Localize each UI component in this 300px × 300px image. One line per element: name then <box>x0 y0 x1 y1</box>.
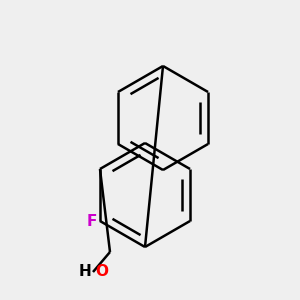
Text: H: H <box>78 265 91 280</box>
Text: F: F <box>87 214 97 229</box>
Text: O: O <box>95 265 108 280</box>
